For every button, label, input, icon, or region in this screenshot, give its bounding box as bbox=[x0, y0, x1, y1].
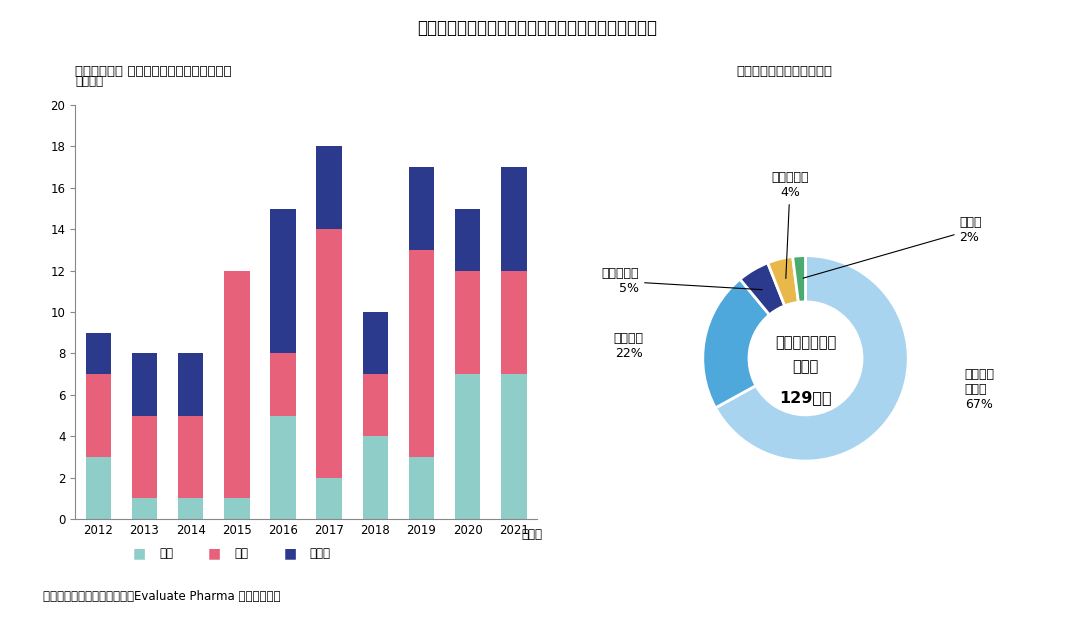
Text: （件数）: （件数） bbox=[75, 75, 103, 88]
Text: 創薬ベン
チャー
67%: 創薬ベン チャー 67% bbox=[964, 368, 995, 411]
Text: その他
2%: その他 2% bbox=[803, 216, 982, 278]
Text: （年）: （年） bbox=[521, 528, 542, 541]
Bar bbox=[86, 457, 111, 519]
Wedge shape bbox=[768, 256, 798, 306]
Bar bbox=[502, 271, 526, 374]
Bar bbox=[455, 374, 480, 519]
Bar bbox=[178, 353, 203, 415]
Text: ■: ■ bbox=[133, 546, 146, 560]
Bar bbox=[224, 498, 249, 519]
Bar bbox=[178, 415, 203, 498]
Text: 日本: 日本 bbox=[159, 546, 173, 560]
Bar bbox=[502, 167, 526, 271]
Bar bbox=[132, 498, 157, 519]
Text: 図７　ライセンスイン契約件数推移とその契約先分類: 図７ ライセンスイン契約件数推移とその契約先分類 bbox=[417, 19, 657, 36]
Text: 出所：各社プレスリリース、Evaluate Pharma をもとに作成: 出所：各社プレスリリース、Evaluate Pharma をもとに作成 bbox=[43, 590, 280, 603]
Bar bbox=[363, 312, 388, 374]
Wedge shape bbox=[702, 279, 769, 408]
Bar bbox=[86, 332, 111, 374]
Bar bbox=[86, 374, 111, 457]
Bar bbox=[409, 457, 434, 519]
Bar bbox=[455, 271, 480, 374]
Text: ライセンスイン: ライセンスイン bbox=[774, 336, 837, 350]
Bar bbox=[363, 374, 388, 436]
Wedge shape bbox=[793, 256, 806, 302]
Bar bbox=[224, 271, 249, 498]
Bar bbox=[317, 478, 342, 519]
Text: ライセンスイン契約先分類: ライセンスイン契約先分類 bbox=[736, 65, 832, 78]
Bar bbox=[317, 146, 342, 229]
Bar bbox=[455, 208, 480, 271]
Bar bbox=[363, 436, 388, 519]
Bar bbox=[271, 208, 295, 353]
Text: 米国: 米国 bbox=[234, 546, 248, 560]
Text: 129組織: 129組織 bbox=[780, 390, 831, 405]
Text: ■: ■ bbox=[208, 546, 221, 560]
Bar bbox=[132, 415, 157, 498]
Bar bbox=[271, 353, 295, 415]
Text: その他企業
4%: その他企業 4% bbox=[771, 171, 809, 279]
Text: 製薬企業
22%: 製薬企業 22% bbox=[613, 332, 643, 360]
Bar bbox=[132, 353, 157, 415]
Text: アカデミア
5%: アカデミア 5% bbox=[601, 268, 763, 295]
Bar bbox=[409, 167, 434, 250]
Bar bbox=[502, 374, 526, 519]
Wedge shape bbox=[740, 263, 785, 315]
Bar bbox=[409, 250, 434, 457]
Text: 提携先国籍別 ライセンスイン契約件数推移: 提携先国籍別 ライセンスイン契約件数推移 bbox=[75, 65, 232, 78]
Text: 契約先: 契約先 bbox=[793, 359, 818, 374]
Bar bbox=[271, 415, 295, 519]
Bar bbox=[178, 498, 203, 519]
Bar bbox=[317, 229, 342, 478]
Wedge shape bbox=[715, 256, 909, 461]
Text: ■: ■ bbox=[284, 546, 296, 560]
Text: その他: その他 bbox=[309, 546, 331, 560]
